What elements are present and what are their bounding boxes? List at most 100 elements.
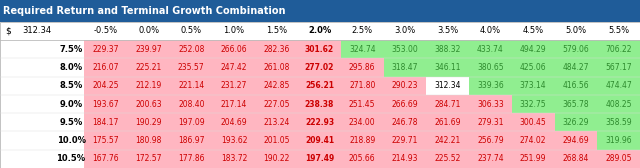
Text: 8.0%: 8.0% bbox=[60, 63, 83, 72]
Text: 229.71: 229.71 bbox=[392, 136, 418, 145]
Text: Required Return and Terminal Growth Combination: Required Return and Terminal Growth Comb… bbox=[3, 6, 285, 16]
Text: 284.71: 284.71 bbox=[435, 100, 461, 109]
Text: 3.5%: 3.5% bbox=[437, 27, 458, 35]
FancyBboxPatch shape bbox=[341, 95, 383, 113]
FancyBboxPatch shape bbox=[298, 113, 341, 132]
FancyBboxPatch shape bbox=[255, 40, 298, 58]
Text: 251.99: 251.99 bbox=[520, 154, 547, 163]
FancyBboxPatch shape bbox=[127, 58, 170, 77]
Text: 10.5%: 10.5% bbox=[56, 154, 86, 163]
Text: 9.0%: 9.0% bbox=[60, 100, 83, 109]
FancyBboxPatch shape bbox=[212, 40, 255, 58]
FancyBboxPatch shape bbox=[554, 150, 597, 168]
FancyBboxPatch shape bbox=[127, 40, 170, 58]
Text: 266.06: 266.06 bbox=[221, 45, 247, 54]
FancyBboxPatch shape bbox=[298, 95, 341, 113]
Text: 433.74: 433.74 bbox=[477, 45, 504, 54]
FancyBboxPatch shape bbox=[512, 131, 554, 150]
FancyBboxPatch shape bbox=[212, 113, 255, 132]
Text: 5.5%: 5.5% bbox=[608, 27, 629, 35]
Text: 282.36: 282.36 bbox=[264, 45, 290, 54]
Text: 318.47: 318.47 bbox=[392, 63, 418, 72]
FancyBboxPatch shape bbox=[341, 113, 383, 132]
Text: 256.21: 256.21 bbox=[305, 81, 334, 90]
FancyBboxPatch shape bbox=[212, 131, 255, 150]
FancyBboxPatch shape bbox=[469, 150, 512, 168]
FancyBboxPatch shape bbox=[512, 58, 554, 77]
FancyBboxPatch shape bbox=[426, 40, 469, 58]
Text: 474.47: 474.47 bbox=[605, 81, 632, 90]
FancyBboxPatch shape bbox=[255, 113, 298, 132]
Text: 9.5%: 9.5% bbox=[60, 118, 83, 127]
Text: 237.74: 237.74 bbox=[477, 154, 504, 163]
FancyBboxPatch shape bbox=[554, 131, 597, 150]
Text: 579.06: 579.06 bbox=[563, 45, 589, 54]
Text: 290.23: 290.23 bbox=[392, 81, 418, 90]
Text: 319.96: 319.96 bbox=[605, 136, 632, 145]
Text: 235.57: 235.57 bbox=[178, 63, 205, 72]
FancyBboxPatch shape bbox=[84, 58, 127, 77]
FancyBboxPatch shape bbox=[127, 131, 170, 150]
FancyBboxPatch shape bbox=[212, 77, 255, 95]
Text: 204.69: 204.69 bbox=[221, 118, 247, 127]
Text: 306.33: 306.33 bbox=[477, 100, 504, 109]
Text: 177.86: 177.86 bbox=[178, 154, 205, 163]
Text: 373.14: 373.14 bbox=[520, 81, 547, 90]
Text: 268.84: 268.84 bbox=[563, 154, 589, 163]
Text: 706.22: 706.22 bbox=[605, 45, 632, 54]
Text: 208.40: 208.40 bbox=[178, 100, 205, 109]
FancyBboxPatch shape bbox=[170, 95, 212, 113]
Text: 380.65: 380.65 bbox=[477, 63, 504, 72]
FancyBboxPatch shape bbox=[170, 40, 212, 58]
FancyBboxPatch shape bbox=[170, 150, 212, 168]
FancyBboxPatch shape bbox=[84, 113, 127, 132]
Text: 7.5%: 7.5% bbox=[60, 45, 83, 54]
Text: 251.45: 251.45 bbox=[349, 100, 376, 109]
Text: 216.07: 216.07 bbox=[93, 63, 119, 72]
Text: 184.17: 184.17 bbox=[93, 118, 119, 127]
FancyBboxPatch shape bbox=[212, 95, 255, 113]
FancyBboxPatch shape bbox=[127, 113, 170, 132]
Text: 205.66: 205.66 bbox=[349, 154, 376, 163]
Text: 247.42: 247.42 bbox=[221, 63, 247, 72]
Text: 5.0%: 5.0% bbox=[565, 27, 586, 35]
FancyBboxPatch shape bbox=[341, 131, 383, 150]
FancyBboxPatch shape bbox=[383, 40, 426, 58]
FancyBboxPatch shape bbox=[426, 58, 469, 77]
Text: 209.41: 209.41 bbox=[305, 136, 334, 145]
Text: 300.45: 300.45 bbox=[520, 118, 547, 127]
FancyBboxPatch shape bbox=[383, 58, 426, 77]
FancyBboxPatch shape bbox=[298, 150, 341, 168]
FancyBboxPatch shape bbox=[298, 131, 341, 150]
FancyBboxPatch shape bbox=[469, 77, 512, 95]
Text: 242.21: 242.21 bbox=[435, 136, 461, 145]
FancyBboxPatch shape bbox=[554, 77, 597, 95]
FancyBboxPatch shape bbox=[127, 77, 170, 95]
Text: 295.86: 295.86 bbox=[349, 63, 376, 72]
Text: 239.97: 239.97 bbox=[135, 45, 162, 54]
Text: 190.22: 190.22 bbox=[264, 154, 290, 163]
FancyBboxPatch shape bbox=[554, 95, 597, 113]
Text: 1.5%: 1.5% bbox=[266, 27, 287, 35]
Text: 324.74: 324.74 bbox=[349, 45, 376, 54]
FancyBboxPatch shape bbox=[512, 113, 554, 132]
FancyBboxPatch shape bbox=[597, 58, 640, 77]
Text: 227.05: 227.05 bbox=[264, 100, 290, 109]
FancyBboxPatch shape bbox=[0, 0, 640, 22]
FancyBboxPatch shape bbox=[469, 131, 512, 150]
Text: 261.69: 261.69 bbox=[435, 118, 461, 127]
Text: 301.62: 301.62 bbox=[305, 45, 334, 54]
FancyBboxPatch shape bbox=[298, 58, 341, 77]
Text: 193.62: 193.62 bbox=[221, 136, 247, 145]
Text: 180.98: 180.98 bbox=[136, 136, 162, 145]
FancyBboxPatch shape bbox=[469, 113, 512, 132]
Text: 213.24: 213.24 bbox=[264, 118, 290, 127]
Text: 4.0%: 4.0% bbox=[480, 27, 501, 35]
Text: 2.0%: 2.0% bbox=[308, 27, 331, 35]
Text: 229.37: 229.37 bbox=[93, 45, 119, 54]
FancyBboxPatch shape bbox=[170, 131, 212, 150]
FancyBboxPatch shape bbox=[84, 40, 127, 58]
FancyBboxPatch shape bbox=[383, 131, 426, 150]
Text: 214.93: 214.93 bbox=[392, 154, 418, 163]
Text: -0.5%: -0.5% bbox=[94, 27, 118, 35]
